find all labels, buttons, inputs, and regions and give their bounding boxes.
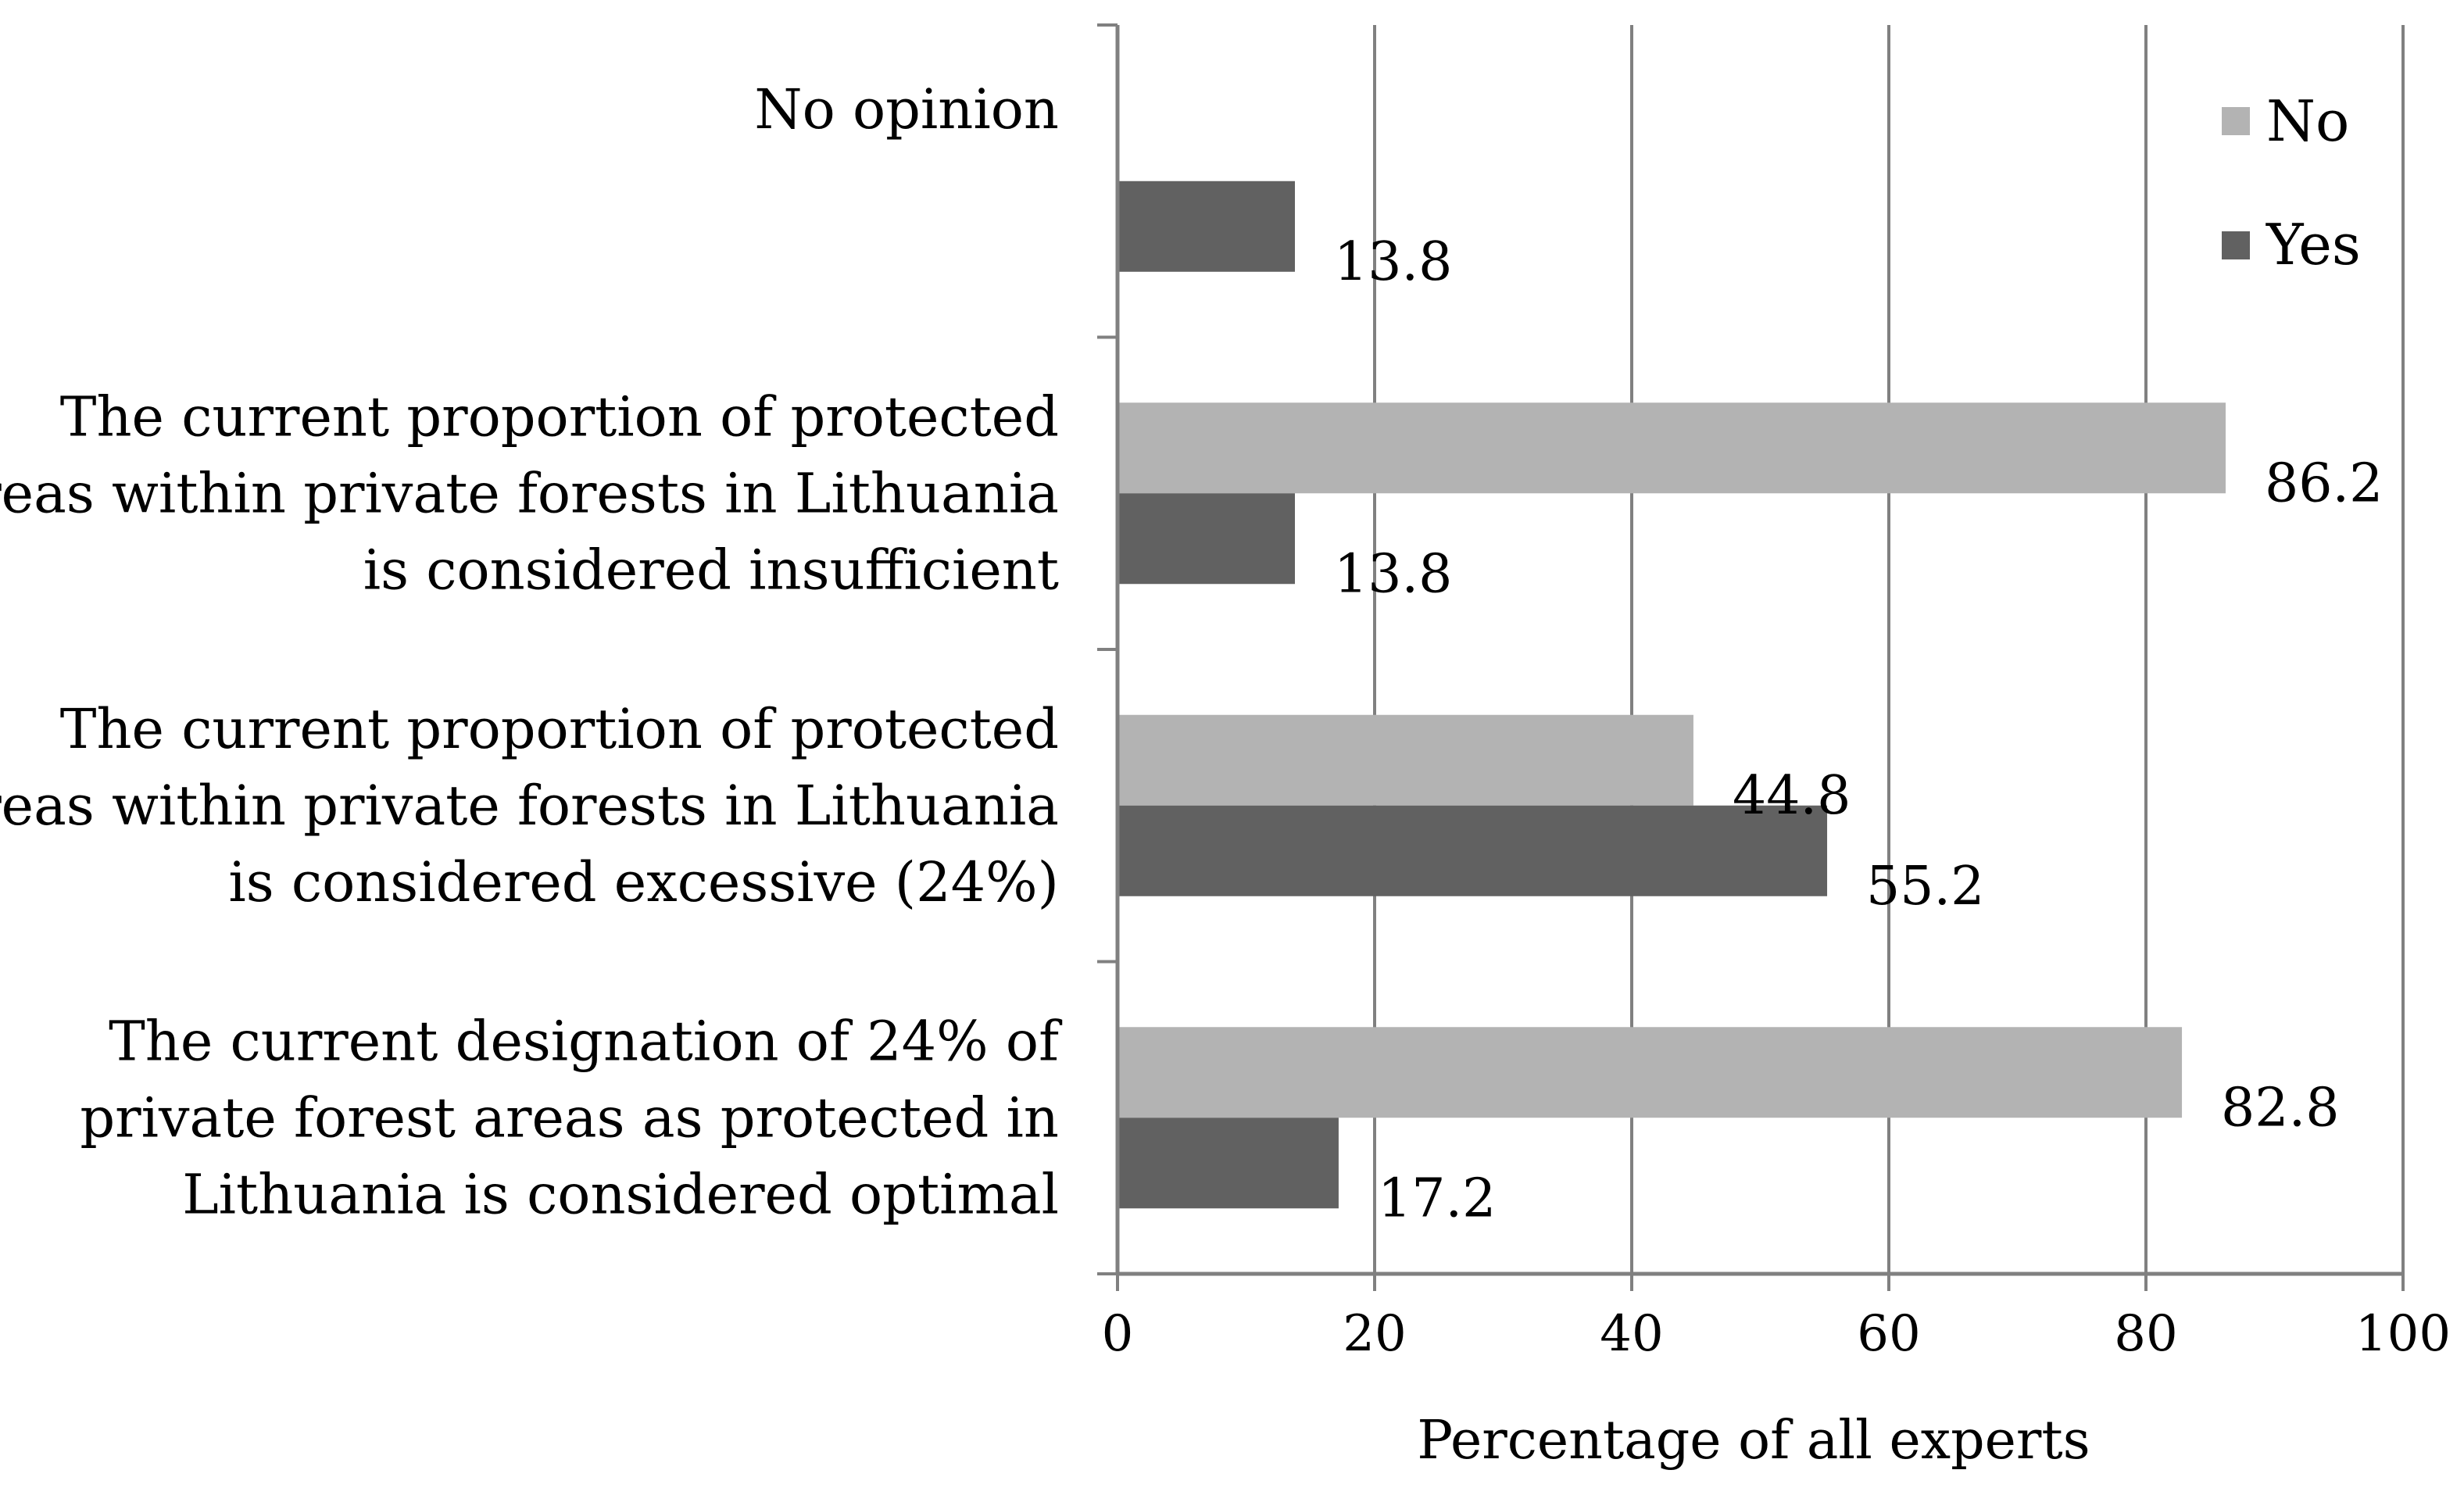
value-label-yes-insufficient: 13.8	[1334, 543, 1452, 605]
category-label-excessive-line-1: The current proportion of protected	[60, 697, 1059, 761]
bars	[1118, 181, 2226, 1209]
bar-yes-optimal	[1118, 1118, 1339, 1209]
axes	[1097, 23, 2405, 1291]
x-tick-label-40: 40	[1600, 1305, 1663, 1363]
bar-no-optimal	[1118, 1027, 2183, 1118]
category-label-optimal-line-1: The current designation of 24% of	[109, 1009, 1063, 1073]
value-label-no-excessive: 44.8	[1733, 765, 1851, 827]
x-axis-title: Percentage of all experts	[1417, 1410, 2090, 1472]
category-label-excessive-line-3: is considered excessive (24%)	[228, 850, 1059, 914]
legend-swatch-yes	[2222, 231, 2250, 259]
category-label-insufficient-line-1: The current proportion of protected	[60, 384, 1059, 449]
category-label-insufficient-line-3: is considered insufficient	[363, 538, 1059, 602]
x-tick-label-60: 60	[1857, 1305, 1920, 1363]
category-label-optimal-line-2: private forest areas as protected in	[80, 1085, 1059, 1150]
x-tick-label-20: 20	[1343, 1305, 1406, 1363]
legend: No Yes	[2222, 88, 2361, 277]
legend-label-no: No	[2266, 88, 2349, 154]
value-label-yes-no-opinion: 13.8	[1334, 231, 1452, 293]
labels: 0 20 40 60 80 100 82.8 17.2 The current designat…	[0, 77, 2451, 1363]
bar-no-excessive	[1118, 714, 1693, 806]
value-label-no-insufficient: 86.2	[2265, 452, 2383, 514]
bar-yes-insufficient	[1118, 493, 1296, 585]
legend-swatch-no	[2222, 107, 2250, 135]
x-tick-label-0: 0	[1102, 1305, 1134, 1363]
bar-no-insufficient	[1118, 402, 2226, 494]
x-tick-label-80: 80	[2114, 1305, 2177, 1363]
category-label-optimal-line-3: Lithuania is considered optimal	[182, 1162, 1059, 1226]
bar-yes-no-opinion	[1118, 181, 1296, 272]
category-label-insufficient-line-2: areas within private forests in Lithuani…	[0, 461, 1059, 525]
category-label-excessive-line-2: areas within private forests in Lithuani…	[0, 774, 1059, 838]
value-label-yes-optimal: 17.2	[1378, 1168, 1496, 1229]
value-label-no-optimal: 82.8	[2221, 1077, 2339, 1139]
value-label-yes-excessive: 55.2	[1866, 856, 1984, 917]
bar-yes-excessive	[1118, 805, 1828, 896]
category-label-no-opinion-line-1: No opinion	[754, 77, 1059, 141]
x-tick-label-100: 100	[2355, 1305, 2451, 1363]
legend-label-yes: Yes	[2266, 212, 2361, 277]
